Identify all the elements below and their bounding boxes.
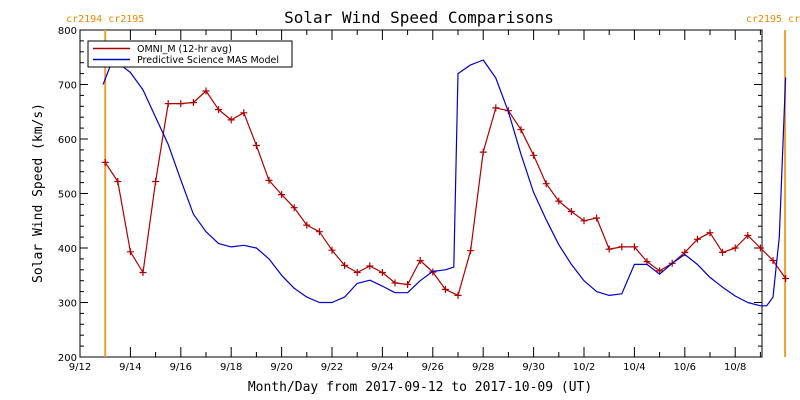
omni-data-point [706, 229, 714, 237]
y-tick-label: 400 [58, 244, 77, 255]
omni-data-point [567, 208, 575, 215]
omni-data-point [227, 116, 235, 124]
omni-series-line [104, 90, 787, 296]
x-tick-label: 9/12 [69, 362, 91, 373]
omni-data-point [290, 204, 298, 212]
rotation-label-right: cr2195 [108, 14, 144, 25]
omni-data-point [240, 109, 248, 117]
y-tick-label: 600 [58, 135, 77, 146]
legend-label-omni: OMNI_M (12-hr avg) [137, 44, 232, 55]
omni-data-point [177, 100, 185, 108]
omni-data-point [378, 269, 386, 276]
x-tick-label: 10/8 [724, 362, 746, 373]
y-tick-label: 200 [58, 353, 77, 364]
x-tick-label: 9/30 [522, 362, 544, 373]
x-tick-label: 9/14 [119, 362, 141, 373]
omni-data-point [252, 142, 260, 149]
y-tick-label: 800 [58, 26, 77, 37]
omni-data-point [126, 248, 134, 256]
y-tick-label: 300 [58, 299, 77, 310]
omni-data-point [492, 104, 500, 112]
x-axis-title: Month/Day from 2017-09-12 to 2017-10-09 … [248, 380, 592, 395]
legend-box [87, 40, 293, 68]
omni-data-point [315, 228, 323, 236]
rotation-label-left: cr2195 [746, 14, 782, 25]
omni-data-point [416, 257, 424, 264]
omni-data-point [391, 279, 399, 287]
omni-data-point [656, 267, 664, 275]
omni-data-point [479, 148, 487, 156]
omni-data-point [542, 180, 550, 188]
omni-data-point [202, 87, 210, 95]
plot-frame [79, 29, 763, 358]
omni-data-point [454, 291, 462, 299]
rotation-label-left: cr2194 [66, 14, 102, 25]
omni-data-point [265, 176, 273, 184]
omni-data-point [303, 221, 311, 229]
omni-data-point [353, 269, 361, 276]
omni-data-point [139, 269, 147, 276]
omni-data-point [441, 285, 449, 293]
omni-data-point [164, 100, 172, 108]
omni-data-point [530, 151, 538, 159]
omni-data-point [215, 106, 223, 114]
x-tick-label: 9/18 [220, 362, 242, 373]
omni-data-point [593, 214, 601, 222]
rotation-label-right: cr2196 [788, 14, 800, 25]
omni-data-point [756, 244, 764, 252]
omni-data-point [467, 247, 475, 255]
x-tick-label: 10/6 [674, 362, 696, 373]
x-tick-label: 9/16 [170, 362, 192, 373]
omni-data-point [341, 261, 349, 269]
omni-data-point [782, 275, 790, 282]
x-tick-label: 10/2 [573, 362, 595, 373]
omni-data-point [693, 235, 701, 243]
x-tick-label: 9/22 [321, 362, 343, 373]
omni-data-point [404, 281, 412, 288]
y-tick-label: 700 [58, 81, 77, 92]
omni-data-point [278, 191, 286, 199]
omni-data-point [731, 244, 739, 252]
omni-data-point [328, 246, 336, 254]
omni-data-point [114, 178, 122, 185]
omni-data-point [769, 257, 777, 264]
x-tick-label: 9/24 [371, 362, 393, 373]
mas-series-line [102, 59, 787, 307]
omni-data-point [555, 197, 563, 205]
omni-data-point [719, 248, 727, 256]
omni-data-point [605, 245, 613, 253]
omni-data-point [630, 243, 638, 251]
x-tick-label: 9/26 [422, 362, 444, 373]
omni-data-point [744, 232, 752, 239]
omni-data-point [580, 217, 588, 225]
omni-data-point [152, 178, 160, 185]
x-tick-label: 9/20 [270, 362, 292, 373]
omni-data-point [618, 243, 626, 251]
chart-title: Solar Wind Speed Comparisons [284, 8, 554, 27]
omni-data-point [189, 99, 197, 106]
series-layer [101, 59, 790, 307]
axes-layer: 200 300 400 500 600 700 800 9/12 9/14 9/16 9/18 9/2… [58, 26, 762, 373]
omni-data-point [517, 126, 525, 134]
x-tick-label: 10/4 [623, 362, 645, 373]
omni-data-point [101, 158, 109, 166]
legend-label-mas: Predictive Science MAS Model [137, 55, 279, 66]
x-tick-label: 9/28 [472, 362, 494, 373]
y-axis-title: Solar Wind Speed (km/s) [31, 103, 46, 283]
legend: OMNI_M (12-hr avg) Predictive Science MA… [87, 40, 293, 68]
y-tick-label: 500 [58, 190, 77, 201]
omni-data-point [366, 262, 374, 270]
